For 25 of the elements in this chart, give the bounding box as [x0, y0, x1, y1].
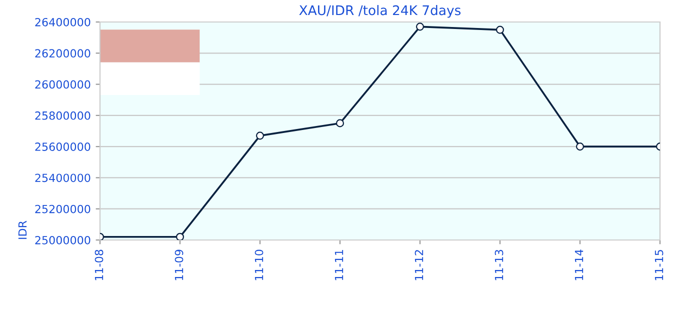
point [416, 22, 424, 31]
y-tick-label: 25000000 [35, 236, 90, 244]
chart-title: XAU/IDR /tola 24K 7days [299, 5, 461, 18]
point [336, 119, 344, 128]
line-series [100, 22, 660, 240]
y-axis-title: IDR [18, 220, 27, 239]
point [176, 232, 184, 240]
y-tick-label: 25400000 [35, 174, 90, 182]
y-tick-label: 26000000 [35, 80, 90, 89]
point [576, 142, 584, 151]
y-tick-label: 26400000 [35, 18, 90, 26]
y-tick-label: 25200000 [35, 204, 90, 214]
point [256, 132, 264, 140]
x-tick-label: 11-12 [414, 250, 424, 280]
y-tick-label: 26200000 [35, 49, 90, 58]
x-tick-label: 11-14 [574, 250, 584, 280]
y-tick-label: 25600000 [35, 142, 90, 151]
point [496, 26, 504, 34]
x-tick-label: 11-10 [254, 250, 264, 280]
x-tick-label: 11-09 [174, 250, 184, 280]
x-tick-label: 11-11 [334, 250, 344, 280]
x-tick-label: 11-15 [654, 250, 664, 280]
y-tick-label: 25800000 [35, 111, 90, 120]
x-tick-label: 11-08 [94, 250, 104, 280]
x-tick-label: 11-13 [494, 250, 504, 280]
